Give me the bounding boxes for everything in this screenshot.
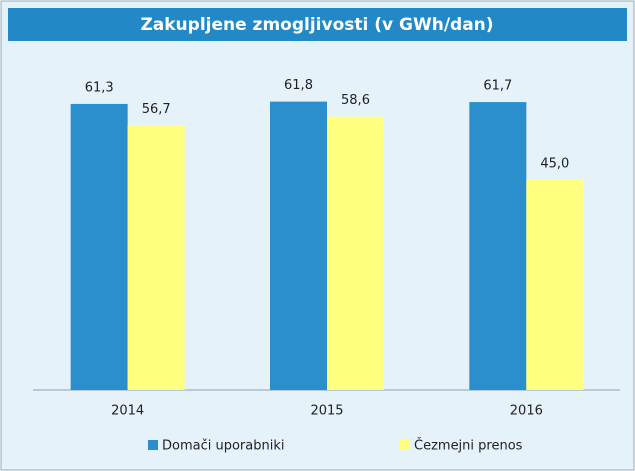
bar bbox=[327, 116, 384, 391]
bar bbox=[526, 180, 584, 390]
data-label: 45,0 bbox=[540, 157, 569, 172]
legend-swatch bbox=[400, 440, 410, 450]
title-bar bbox=[8, 8, 627, 41]
x-tick-label: 2015 bbox=[310, 404, 343, 419]
data-label: 58,6 bbox=[341, 93, 370, 108]
bar bbox=[469, 102, 527, 391]
legend-label: Domači uporabniki bbox=[162, 439, 284, 454]
bar bbox=[70, 103, 128, 390]
data-label: 61,3 bbox=[85, 80, 114, 95]
chart-title: Zakupljene zmogljivosti (v GWh/dan) bbox=[140, 15, 493, 35]
legend-swatch bbox=[148, 440, 158, 450]
bar bbox=[270, 101, 327, 390]
data-label: 56,7 bbox=[142, 102, 171, 117]
legend-label: Čezmejni prenos bbox=[414, 438, 523, 454]
x-tick-label: 2016 bbox=[510, 404, 543, 419]
bar bbox=[127, 125, 185, 391]
data-label: 61,8 bbox=[284, 78, 313, 93]
data-label: 61,7 bbox=[483, 79, 512, 94]
x-tick-label: 2014 bbox=[111, 404, 144, 419]
